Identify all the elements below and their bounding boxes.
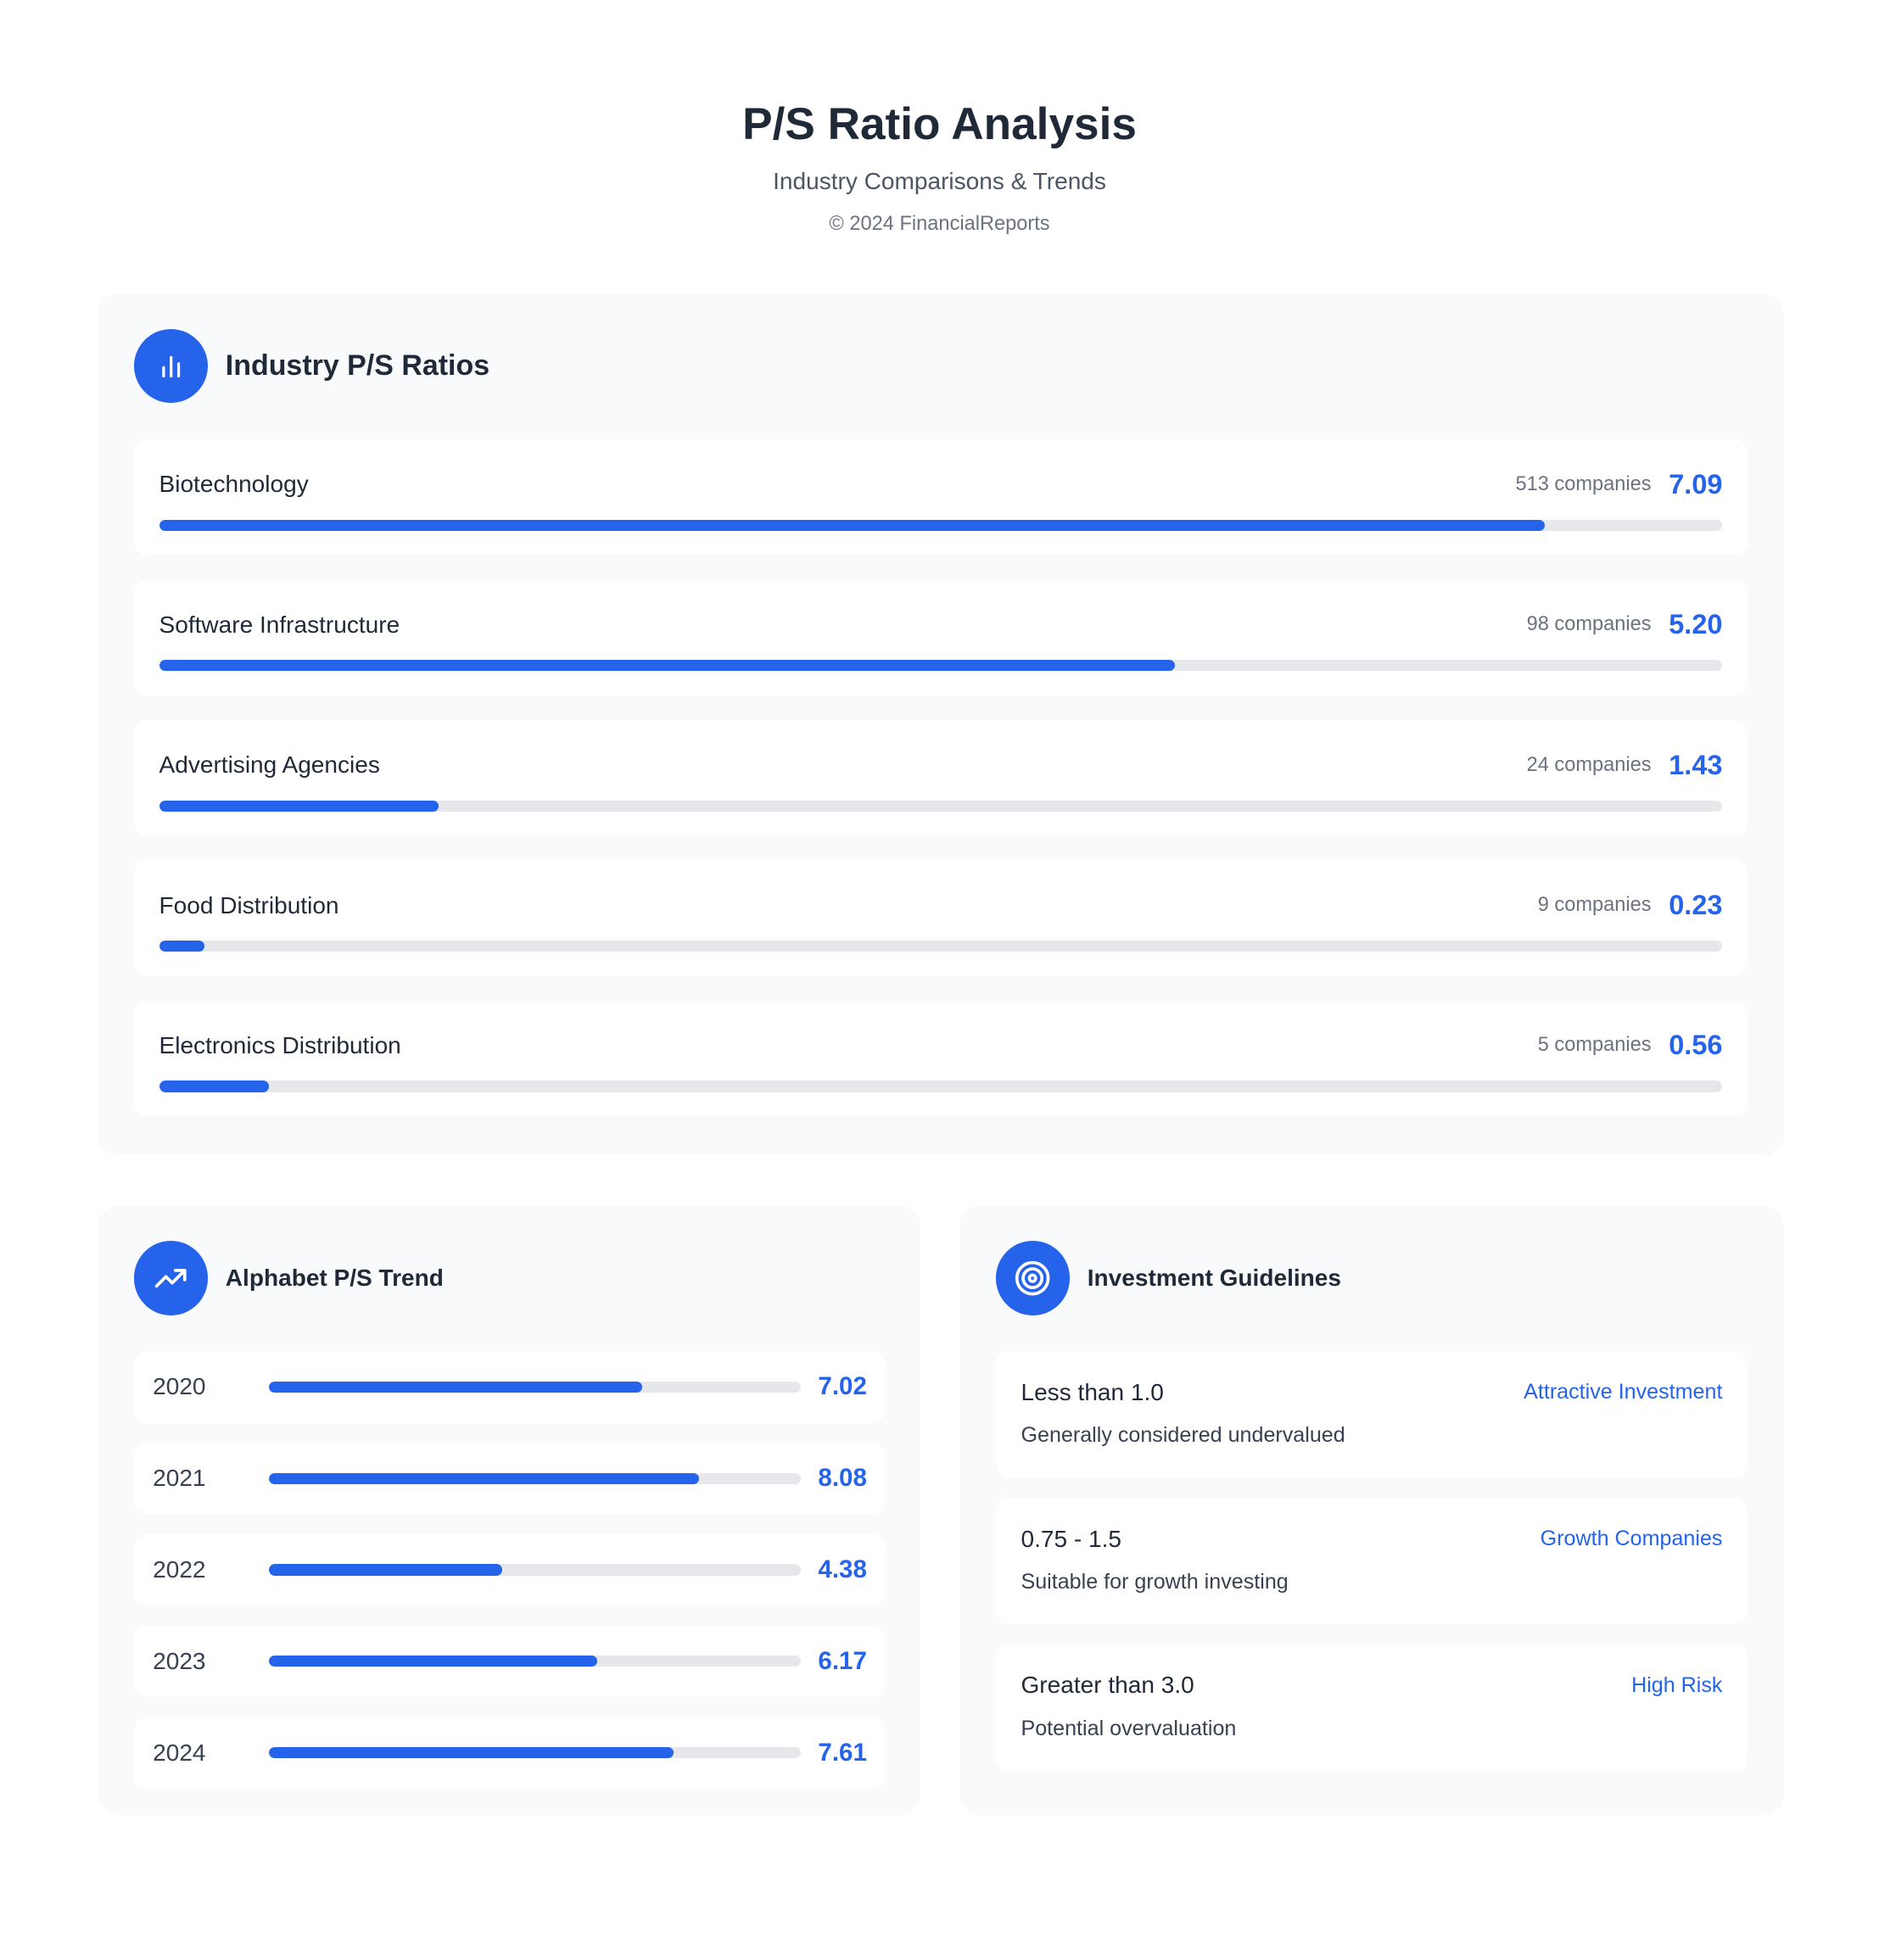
company-count: 98 companies <box>1526 613 1652 636</box>
guidelines-card: Investment Guidelines Less than 1.0 Attra… <box>959 1206 1784 1815</box>
guideline-label: High Risk <box>1631 1672 1723 1697</box>
guideline-item: Greater than 3.0 High Risk Potential overv… <box>995 1644 1748 1771</box>
ratio-bar <box>159 1081 1723 1092</box>
industry-title: Industry P/S Ratios <box>225 349 490 383</box>
ratio-bar <box>159 940 1723 952</box>
trend-value: 4.38 <box>818 1555 867 1583</box>
guideline-label: Attractive Investment <box>1524 1380 1723 1404</box>
guideline-desc: Potential overvaluation <box>1021 1717 1237 1741</box>
trend-bar-fill <box>269 1472 699 1484</box>
trend-bar-fill <box>269 1746 674 1759</box>
trend-row: 2023 6.17 <box>133 1625 885 1697</box>
trend-bar-fill <box>269 1381 643 1393</box>
page-subtitle: Industry Comparisons & Trends <box>773 167 1106 194</box>
bar-chart-icon <box>133 329 209 404</box>
target-icon <box>995 1241 1071 1315</box>
trend-card: Alphabet P/S Trend 2020 7.02 2021 8.08 2022 4… <box>98 1206 921 1815</box>
industry-row: Food Distribution 9 companies 0.23 <box>133 860 1748 976</box>
trend-year: 2022 <box>153 1556 206 1583</box>
page-title: P/S Ratio Analysis <box>742 99 1137 150</box>
trend-bar-fill <box>269 1564 502 1576</box>
ps-value: 5.20 <box>1669 609 1723 640</box>
industry-name: Biotechnology <box>159 471 309 498</box>
trending-up-icon <box>133 1241 209 1315</box>
ratio-bar <box>159 660 1723 672</box>
trend-value: 7.61 <box>818 1738 867 1767</box>
trend-bar <box>269 1472 801 1484</box>
industry-row: Biotechnology 513 companies 7.09 <box>133 439 1748 556</box>
trend-bar <box>269 1381 801 1393</box>
company-count: 24 companies <box>1526 753 1652 776</box>
trend-value: 8.08 <box>818 1464 867 1493</box>
industry-name: Food Distribution <box>159 891 339 919</box>
trend-bar <box>269 1656 801 1667</box>
industry-name: Software Infrastructure <box>159 611 400 638</box>
trend-row: 2021 8.08 <box>133 1443 885 1515</box>
guideline-range: 0.75 - 1.5 <box>1021 1525 1121 1552</box>
ratio-bar <box>159 519 1723 532</box>
ps-value: 0.56 <box>1669 1030 1723 1061</box>
ratio-bar-fill <box>159 519 1545 532</box>
ratio-bar <box>159 800 1723 812</box>
ps-value: 0.23 <box>1669 890 1723 921</box>
trend-row: 2024 7.61 <box>133 1717 885 1789</box>
trend-year: 2024 <box>153 1739 206 1766</box>
trend-value: 7.02 <box>818 1372 867 1401</box>
trend-title: Alphabet P/S Trend <box>225 1264 444 1291</box>
guideline-label: Growth Companies <box>1540 1527 1723 1551</box>
ps-value: 1.43 <box>1669 749 1723 780</box>
industry-row: Electronics Distribution 5 companies 0.56 <box>133 1000 1748 1116</box>
trend-bar-fill <box>269 1656 597 1667</box>
ratio-bar-fill <box>159 660 1176 672</box>
trend-bar <box>269 1564 801 1576</box>
guideline-range: Less than 1.0 <box>1021 1378 1164 1405</box>
copyright: © 2024 FinancialReports <box>829 212 1050 235</box>
trend-year: 2021 <box>153 1465 206 1492</box>
ratio-bar-fill <box>159 940 204 952</box>
company-count: 5 companies <box>1537 1034 1652 1057</box>
ratio-bar-fill <box>159 1081 269 1092</box>
industry-row: Advertising Agencies 24 companies 1.43 <box>133 720 1748 835</box>
ps-value: 7.09 <box>1669 468 1723 500</box>
trend-year: 2020 <box>153 1373 206 1400</box>
guideline-desc: Generally considered undervalued <box>1021 1423 1345 1448</box>
industry-row: Software Infrastructure 98 companies 5.20 <box>133 579 1748 695</box>
trend-row: 2020 7.02 <box>133 1351 885 1423</box>
trend-year: 2023 <box>153 1647 206 1674</box>
trend-bar <box>269 1746 801 1759</box>
guideline-range: Greater than 3.0 <box>1021 1672 1194 1699</box>
trend-value: 6.17 <box>818 1646 867 1675</box>
guideline-item: Less than 1.0 Attractive Investment Genera… <box>995 1351 1748 1478</box>
industry-name: Advertising Agencies <box>159 751 380 779</box>
company-count: 9 companies <box>1537 894 1652 917</box>
guidelines-title: Investment Guidelines <box>1087 1264 1341 1291</box>
industry-name: Electronics Distribution <box>159 1031 401 1058</box>
industry-card: Industry P/S Ratios Biotechnology 513 com… <box>98 294 1784 1155</box>
guideline-desc: Suitable for growth investing <box>1021 1570 1289 1594</box>
guideline-item: 0.75 - 1.5 Growth Companies Suitable for g… <box>995 1498 1748 1625</box>
company-count: 513 companies <box>1515 472 1652 495</box>
trend-row: 2022 4.38 <box>133 1533 885 1606</box>
ratio-bar-fill <box>159 800 439 812</box>
page-header: P/S Ratio Analysis Industry Comparisons … <box>0 0 1879 236</box>
